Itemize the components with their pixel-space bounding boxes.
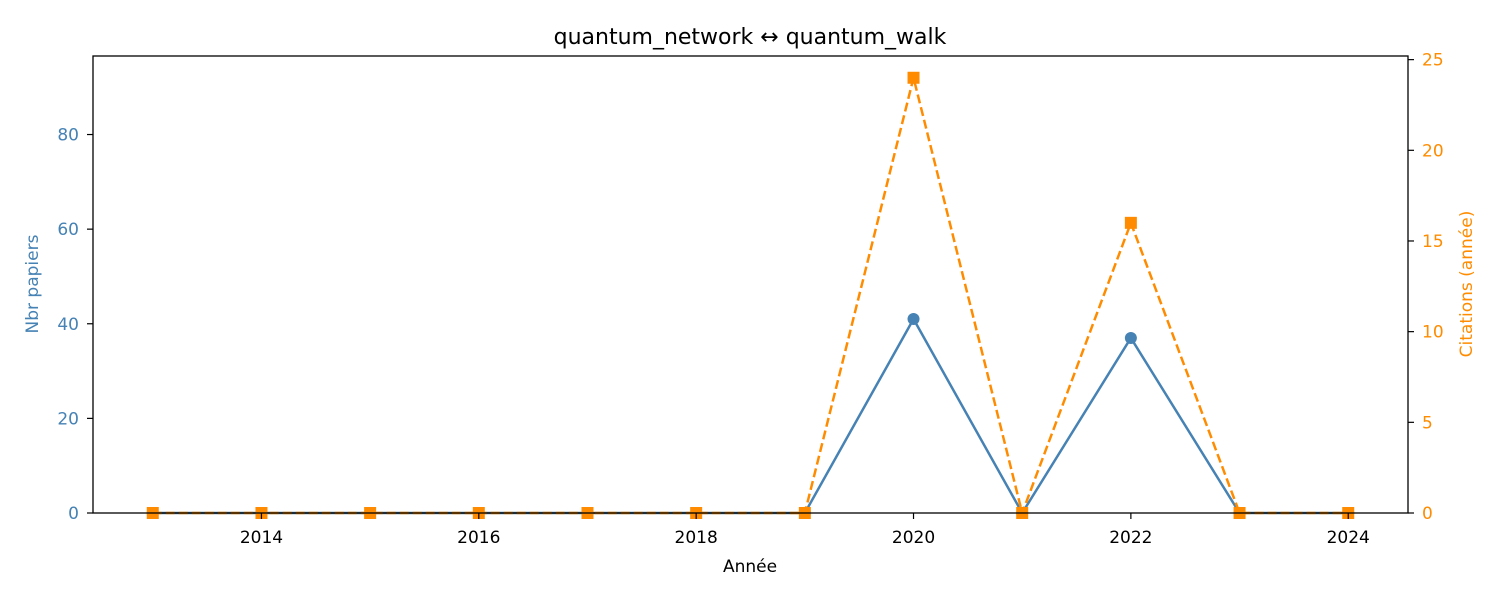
series-0-line (152, 317, 1349, 515)
series-1-marker (907, 71, 920, 84)
y2-tick-label: 5 (1422, 413, 1433, 433)
x-tick-label: 2022 (1109, 528, 1152, 548)
plot-area (146, 71, 1355, 519)
y-tick-label: 40 (57, 315, 79, 335)
series-0-marker (1124, 331, 1137, 344)
y2-tick-label: 25 (1422, 51, 1444, 71)
y-tick-label: 0 (68, 504, 79, 524)
y2-tick-label: 15 (1422, 232, 1444, 252)
y2-tick-label: 20 (1422, 141, 1444, 161)
series-1-marker (1124, 216, 1137, 229)
y-tick-label: 60 (57, 220, 79, 240)
chart-title: quantum_network ↔ quantum_walk (554, 25, 947, 50)
y2-tick-label: 10 (1422, 323, 1444, 343)
axes: 2014 2016 2018 2020 2022 2024 0 20 40 60 80 0 5 10 15 2… (57, 51, 1443, 548)
x-tick-label: 2018 (675, 528, 718, 548)
series-0-marker (907, 313, 920, 326)
y-axis-label: Nbr papiers (23, 234, 43, 333)
x-tick-label: 2020 (892, 528, 935, 548)
x-tick-label: 2016 (457, 528, 500, 548)
x-tick-label: 2024 (1327, 528, 1370, 548)
x-axis-label: Année (723, 557, 777, 577)
plot-frame (92, 55, 1409, 514)
series-1-line (152, 76, 1349, 515)
y2-tick-label: 0 (1422, 504, 1433, 524)
y2-axis-label: Citations (année) (1457, 211, 1477, 358)
y-tick-label: 20 (57, 409, 79, 429)
y-tick-label: 80 (57, 126, 79, 146)
x-tick-label: 2014 (240, 528, 283, 548)
